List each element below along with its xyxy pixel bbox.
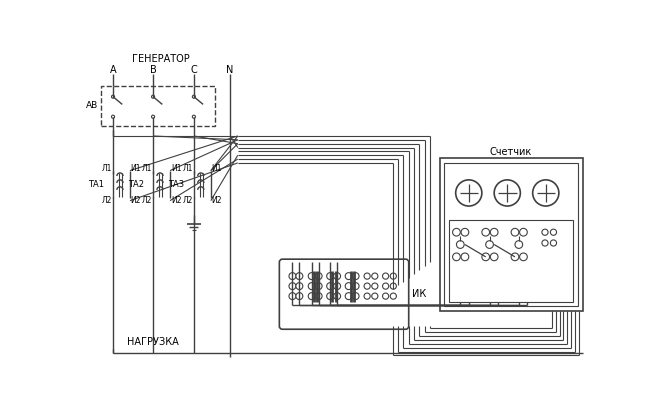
- Circle shape: [352, 293, 359, 299]
- Text: Л2: Л2: [183, 196, 193, 205]
- Circle shape: [152, 115, 154, 118]
- Circle shape: [112, 95, 114, 98]
- Circle shape: [461, 228, 468, 236]
- Text: ТА3: ТА3: [168, 180, 185, 189]
- Circle shape: [461, 253, 468, 261]
- Text: В: В: [150, 65, 156, 75]
- Circle shape: [334, 273, 340, 279]
- Circle shape: [327, 283, 334, 290]
- Text: АВ: АВ: [86, 102, 99, 111]
- Bar: [440, 158, 583, 311]
- Text: Л1: Л1: [102, 164, 112, 173]
- Circle shape: [315, 273, 322, 279]
- Circle shape: [390, 293, 396, 299]
- Text: Счетчик: Счетчик: [490, 147, 532, 157]
- Circle shape: [457, 241, 464, 248]
- Circle shape: [315, 283, 322, 290]
- Circle shape: [327, 273, 334, 279]
- Circle shape: [390, 283, 396, 289]
- Circle shape: [515, 241, 523, 248]
- Circle shape: [327, 293, 334, 299]
- Text: Л1: Л1: [183, 164, 193, 173]
- Circle shape: [372, 273, 378, 279]
- Text: И1: И1: [131, 164, 141, 173]
- Circle shape: [364, 273, 370, 279]
- Circle shape: [352, 283, 359, 290]
- Circle shape: [486, 241, 493, 248]
- Circle shape: [152, 95, 154, 98]
- Circle shape: [456, 180, 482, 206]
- Circle shape: [308, 293, 315, 299]
- Text: N: N: [227, 65, 234, 75]
- Text: И2: И2: [212, 196, 222, 205]
- Text: И2: И2: [171, 196, 181, 205]
- Circle shape: [482, 253, 489, 261]
- Circle shape: [490, 253, 498, 261]
- Text: И1: И1: [171, 164, 181, 173]
- Text: Л1: Л1: [142, 164, 152, 173]
- Circle shape: [372, 293, 378, 299]
- Circle shape: [520, 253, 528, 261]
- Circle shape: [490, 228, 498, 236]
- Text: А: А: [110, 65, 116, 75]
- Text: ТА1: ТА1: [88, 180, 104, 189]
- Circle shape: [382, 283, 389, 289]
- Circle shape: [193, 115, 195, 118]
- Bar: [101, 86, 215, 126]
- Circle shape: [551, 229, 556, 235]
- FancyBboxPatch shape: [279, 259, 409, 329]
- Circle shape: [390, 273, 396, 279]
- Circle shape: [334, 283, 340, 290]
- Circle shape: [289, 283, 296, 290]
- Circle shape: [372, 283, 378, 289]
- Circle shape: [315, 293, 322, 299]
- Text: Л2: Л2: [102, 196, 112, 205]
- Bar: [449, 220, 574, 302]
- Circle shape: [542, 240, 548, 246]
- Circle shape: [112, 115, 114, 118]
- Circle shape: [352, 273, 359, 279]
- Circle shape: [533, 180, 559, 206]
- Circle shape: [520, 228, 528, 236]
- Circle shape: [542, 229, 548, 235]
- Text: С: С: [191, 65, 197, 75]
- Circle shape: [345, 293, 352, 299]
- Bar: [444, 163, 578, 306]
- Text: И1: И1: [212, 164, 222, 173]
- Circle shape: [511, 253, 519, 261]
- Text: Л2: Л2: [142, 196, 152, 205]
- Circle shape: [289, 273, 296, 279]
- Circle shape: [289, 293, 296, 299]
- Text: ГЕНЕРАТОР: ГЕНЕРАТОР: [132, 54, 190, 64]
- Text: И2: И2: [131, 196, 141, 205]
- Text: ТА2: ТА2: [128, 180, 144, 189]
- Circle shape: [193, 95, 195, 98]
- Circle shape: [382, 293, 389, 299]
- Text: ИК: ИК: [412, 289, 426, 299]
- Circle shape: [364, 293, 370, 299]
- Circle shape: [296, 273, 303, 279]
- Circle shape: [482, 228, 489, 236]
- Circle shape: [345, 283, 352, 290]
- Circle shape: [453, 228, 461, 236]
- Circle shape: [453, 253, 461, 261]
- Circle shape: [296, 293, 303, 299]
- Circle shape: [308, 273, 315, 279]
- Circle shape: [551, 240, 556, 246]
- Circle shape: [364, 283, 370, 289]
- Circle shape: [334, 293, 340, 299]
- Circle shape: [511, 228, 519, 236]
- Circle shape: [345, 273, 352, 279]
- Circle shape: [494, 180, 520, 206]
- Circle shape: [296, 283, 303, 290]
- Text: НАГРУЗКА: НАГРУЗКА: [127, 337, 179, 346]
- Circle shape: [308, 283, 315, 290]
- Circle shape: [382, 273, 389, 279]
